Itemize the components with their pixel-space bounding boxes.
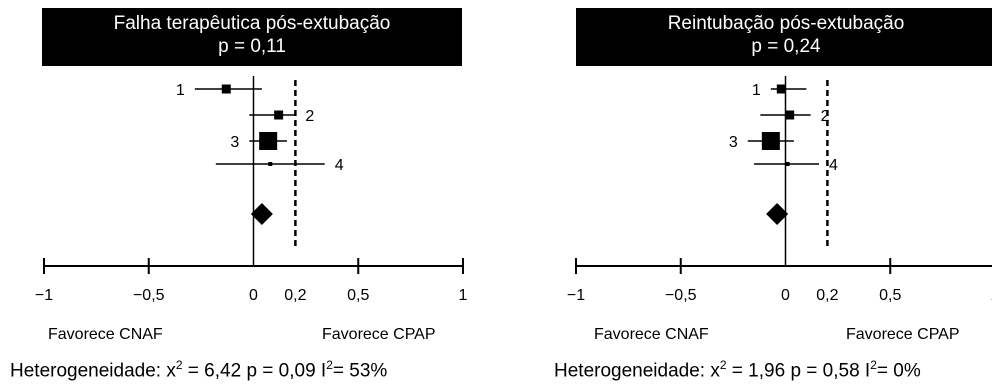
heterogeneity-text: Heterogeneidade: x2 = 6,42 p = 0,09 I2= …	[10, 358, 387, 382]
study-label: 3	[230, 134, 239, 151]
chart-subtitle: p = 0,24	[751, 36, 821, 57]
chi-square-superscript: 2	[175, 358, 183, 372]
favors-right-label: Favorece CPAP	[322, 326, 436, 343]
heterogeneity-chi: = 6,42 p = 0,09 I	[182, 360, 327, 382]
x-tick-label: −0,5	[133, 287, 165, 304]
study-label: 2	[305, 108, 314, 125]
favors-right-label: Favorece CPAP	[846, 326, 960, 343]
heterogeneity-i2: = 53%	[332, 360, 388, 382]
forest-plot-svg: −1 −0,5 0 0,2 0,5 1 1 2 3 4	[35, 76, 468, 304]
x-tick-label: 1	[991, 287, 992, 304]
study-marker	[221, 84, 231, 94]
x-tick-label: 0,5	[879, 287, 901, 304]
x-tick-label: 0,2	[284, 287, 306, 304]
x-tick-label: 0	[781, 287, 790, 304]
study-marker	[776, 84, 786, 94]
forest-plot-left: Falha terapêutica pós-extubação p = 0,11…	[0, 0, 470, 384]
heterogeneity-i2: = 0%	[876, 360, 921, 382]
i-square-superscript: 2	[870, 358, 877, 372]
study-marker	[785, 162, 790, 166]
i-square-superscript: 2	[326, 358, 333, 372]
pooled-diamond	[250, 203, 273, 225]
x-tick-label: −1	[35, 287, 53, 304]
study-marker	[785, 110, 795, 120]
pooled-diamond	[766, 203, 789, 225]
study-label: 1	[176, 82, 185, 99]
study-label: 2	[821, 108, 830, 125]
x-tick-label: 1	[459, 287, 468, 304]
chi-square-superscript: 2	[719, 358, 727, 372]
favors-left-label: Favorece CNAF	[48, 326, 163, 343]
forest-plot-svg: −1 −0,5 0 0,2 0,5 1 1 2 3 4	[567, 76, 992, 304]
x-tick-label: 0	[249, 287, 258, 304]
study-marker	[268, 162, 273, 166]
favors-left-label: Favorece CNAF	[594, 326, 709, 343]
study-marker	[274, 110, 284, 120]
forest-plot-right: Reintubação pós-extubação p = 0,24 −1 −0,…	[534, 0, 992, 384]
heterogeneity-text: Heterogeneidade: x2 = 1,96 p = 0,58 I2= …	[554, 358, 921, 382]
heterogeneity-prefix: Heterogeneidade: x	[10, 360, 176, 382]
chart-title: Falha terapêutica pós-extubação	[113, 13, 391, 34]
heterogeneity-prefix: Heterogeneidade: x	[554, 360, 720, 382]
x-tick-label: 0,5	[347, 287, 369, 304]
study-label: 4	[335, 157, 344, 174]
study-label: 4	[829, 157, 838, 174]
study-marker	[761, 132, 780, 150]
x-tick-label: −0,5	[665, 287, 697, 304]
chart-title: Reintubação pós-extubação	[667, 13, 905, 34]
chart-subtitle: p = 0,11	[218, 36, 286, 57]
heterogeneity-chi: = 1,96 p = 0,58 I	[726, 360, 871, 382]
x-tick-label: 0,2	[816, 287, 838, 304]
chart-title-box: Falha terapêutica pós-extubação p = 0,11	[42, 8, 462, 66]
chart-title-box: Reintubação pós-extubação p = 0,24	[576, 8, 992, 66]
x-tick-label: −1	[567, 287, 585, 304]
study-marker	[259, 132, 278, 150]
study-label: 3	[729, 134, 738, 151]
study-label: 1	[752, 82, 761, 99]
